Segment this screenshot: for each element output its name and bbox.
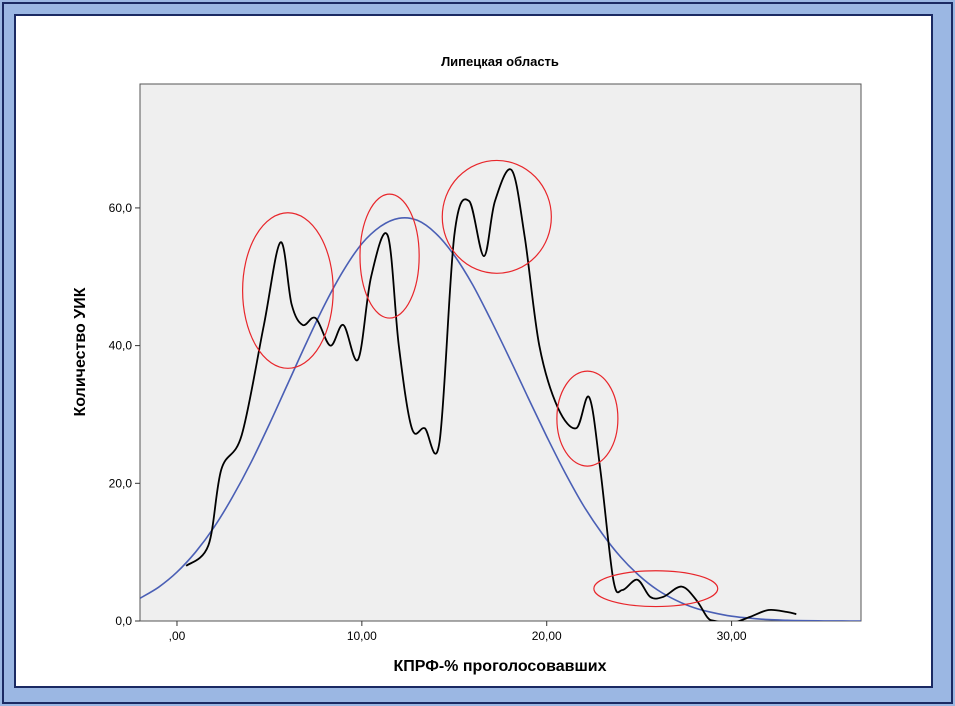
- highlight-ellipse: [441, 159, 552, 274]
- y-axis-label: Количество УИК: [72, 287, 89, 416]
- y-tick-label: 40,0: [109, 339, 133, 353]
- y-tick-label: 20,0: [109, 476, 133, 490]
- x-tick-label: ,00: [169, 629, 186, 643]
- plot-area: [139, 83, 862, 622]
- y-tick-label: 0,0: [115, 614, 132, 628]
- highlight-ellipse: [359, 193, 420, 319]
- x-axis-label: КПРФ-% проголосовавших: [393, 658, 606, 675]
- x-tick-label: 30,00: [717, 629, 747, 643]
- highlight-ellipse: [242, 212, 334, 369]
- series-group: [140, 168, 861, 621]
- density-curve: [185, 168, 797, 621]
- chart-title: Липецкая область: [441, 54, 559, 69]
- annotation-group: [242, 159, 719, 608]
- x-tick-label: 10,00: [347, 629, 377, 643]
- x-tick-label: 20,00: [532, 629, 562, 643]
- y-tick-label: 60,0: [109, 201, 133, 215]
- highlight-ellipse: [556, 370, 619, 467]
- x-axis: ,00 10,00 20,00 30,00: [169, 621, 747, 643]
- normal-curve: [140, 216, 861, 621]
- highlight-ellipse: [593, 570, 719, 608]
- y-axis: 0,0 20,0 40,0 60,0: [109, 201, 140, 628]
